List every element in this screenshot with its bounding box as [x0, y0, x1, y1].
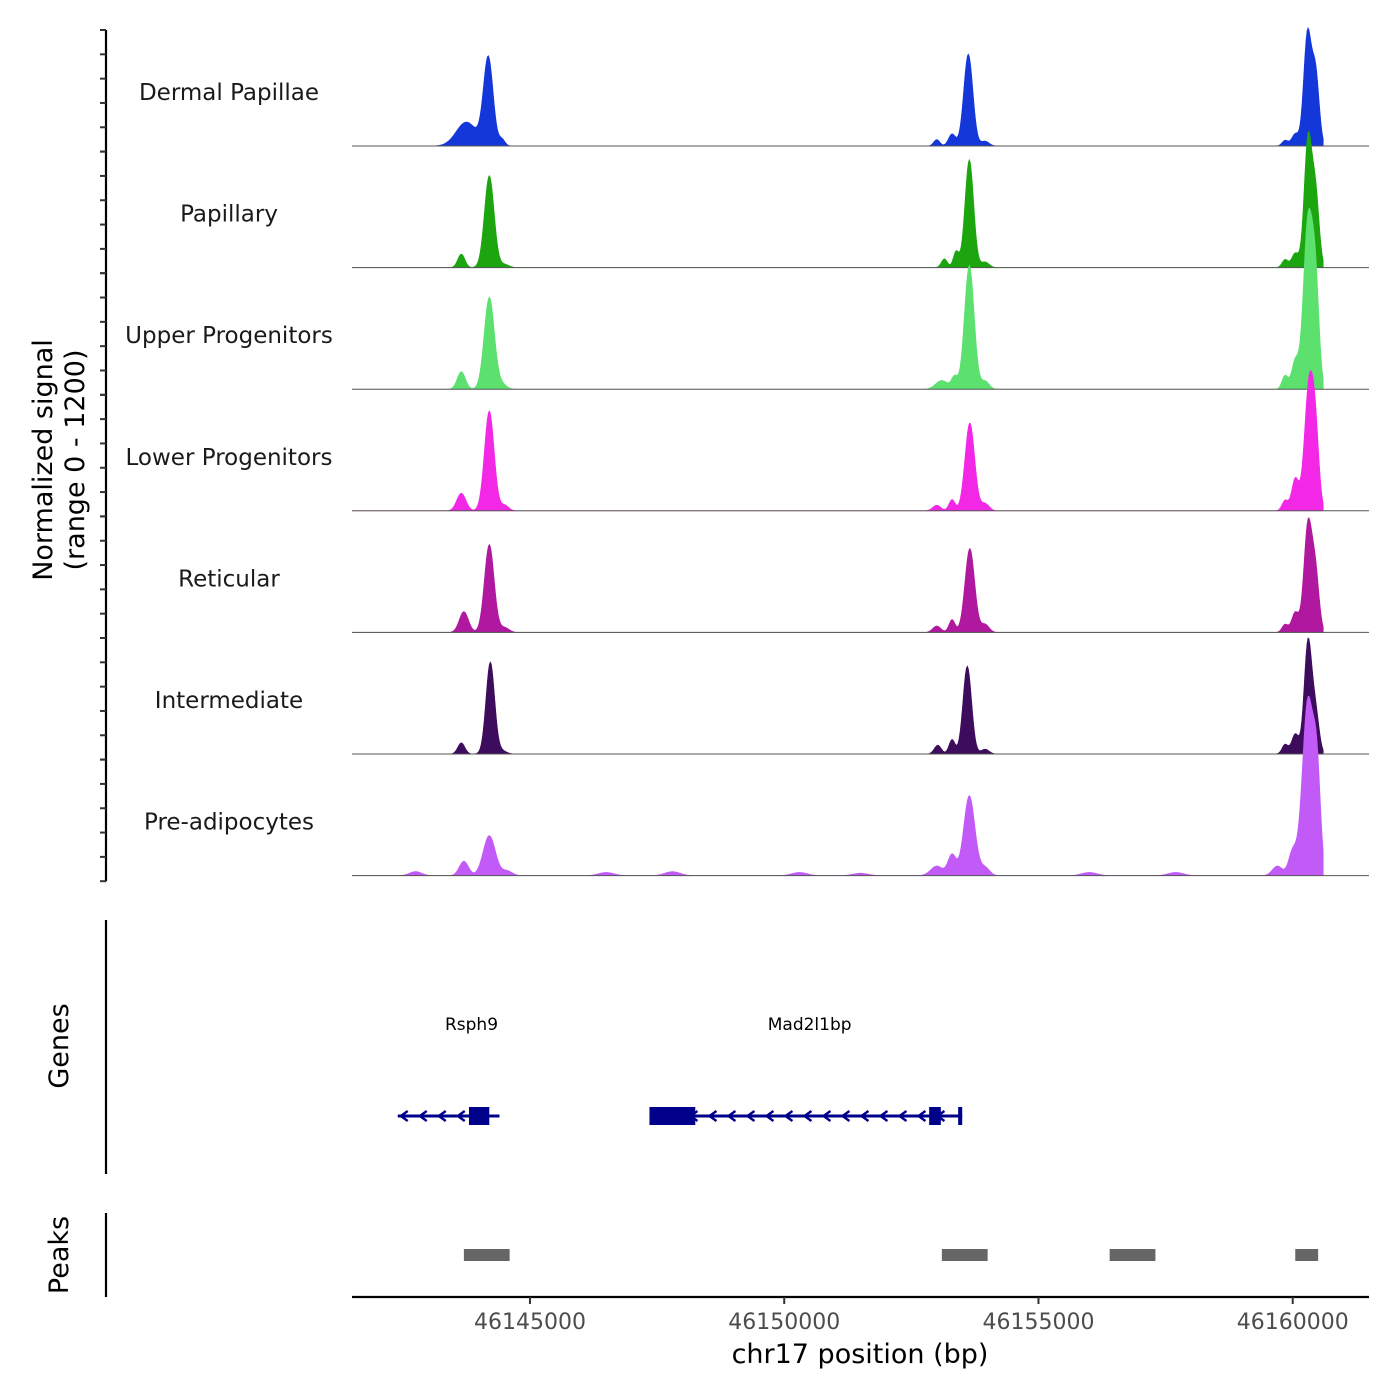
track-label: Papillary [180, 202, 278, 228]
strand-arrow [764, 1110, 775, 1122]
genes-track: Rsph9 Mad2l1bp [397, 1015, 963, 1125]
coverage-area [352, 695, 1324, 876]
strand-arrow [840, 1110, 851, 1122]
track-upper-progenitors: Upper Progenitors [125, 207, 1369, 390]
strand-arrow [897, 1110, 908, 1122]
track-label: Intermediate [155, 688, 303, 714]
peak-region [463, 1249, 510, 1261]
x-axis: 46145000 46150000 46155000 46160000 [474, 1297, 1349, 1335]
gene-exon [649, 1107, 696, 1125]
coverage-area [352, 517, 1324, 633]
y-axis-title-line1: Normalized signal [28, 339, 59, 581]
strand-arrow [417, 1110, 428, 1122]
gene-exon [958, 1107, 963, 1125]
track-label: Dermal Papillae [139, 80, 319, 106]
track-reticular: Reticular [178, 517, 1369, 633]
gene-exon [468, 1107, 490, 1125]
strand-arrow [707, 1110, 718, 1122]
gene-mad2l1bp: Mad2l1bp [649, 1015, 963, 1125]
peak-region [941, 1249, 988, 1261]
track-lower-progenitors: Lower Progenitors [126, 370, 1369, 512]
track-label: Reticular [178, 566, 280, 592]
strand-arrow [859, 1110, 870, 1122]
track-label: Pre-adipocytes [144, 810, 314, 836]
peak-region [1109, 1249, 1156, 1261]
genes-track-title: Genes [44, 1003, 75, 1088]
coverage-area [352, 207, 1324, 390]
coverage-area [352, 637, 1324, 755]
strand-arrow [455, 1110, 466, 1122]
strand-arrow [436, 1110, 447, 1122]
x-tick-label: 46160000 [1237, 1310, 1349, 1335]
x-axis-title: chr17 position (bp) [732, 1339, 989, 1370]
peaks-track [463, 1249, 1319, 1261]
gene-exon [929, 1107, 941, 1125]
strand-arrow [726, 1110, 737, 1122]
peak-region [1295, 1249, 1319, 1261]
track-dermal-papillae: Dermal Papillae [139, 26, 1369, 147]
strand-arrow [802, 1110, 813, 1122]
signal-y-axis [100, 29, 108, 883]
strand-arrow [821, 1110, 832, 1122]
strand-arrow [783, 1110, 794, 1122]
gene-rsph9: Rsph9 [397, 1015, 500, 1125]
strand-arrow [745, 1110, 756, 1122]
coverage-area [352, 130, 1324, 268]
gene-label: Rsph9 [445, 1015, 498, 1035]
coverage-tracks: Dermal Papillae Papillary Upper Progenitor… [125, 26, 1369, 877]
track-pre-adipocytes: Pre-adipocytes [144, 695, 1369, 877]
x-tick-label: 46155000 [982, 1310, 1094, 1335]
y-axis-title-line2: (range 0 - 1200) [60, 350, 91, 571]
coverage-area [352, 26, 1324, 147]
strand-arrow [916, 1110, 927, 1122]
strand-arrow [878, 1110, 889, 1122]
track-label: Lower Progenitors [126, 445, 333, 471]
track-papillary: Papillary [180, 130, 1369, 269]
x-tick-label: 46150000 [728, 1310, 840, 1335]
track-intermediate: Intermediate [155, 637, 1369, 755]
peaks-track-title: Peaks [44, 1216, 75, 1294]
track-label: Upper Progenitors [125, 323, 333, 349]
coverage-area [352, 370, 1324, 512]
gene-label: Mad2l1bp [768, 1015, 852, 1035]
x-tick-label: 46145000 [474, 1310, 586, 1335]
strand-arrow [398, 1110, 409, 1122]
